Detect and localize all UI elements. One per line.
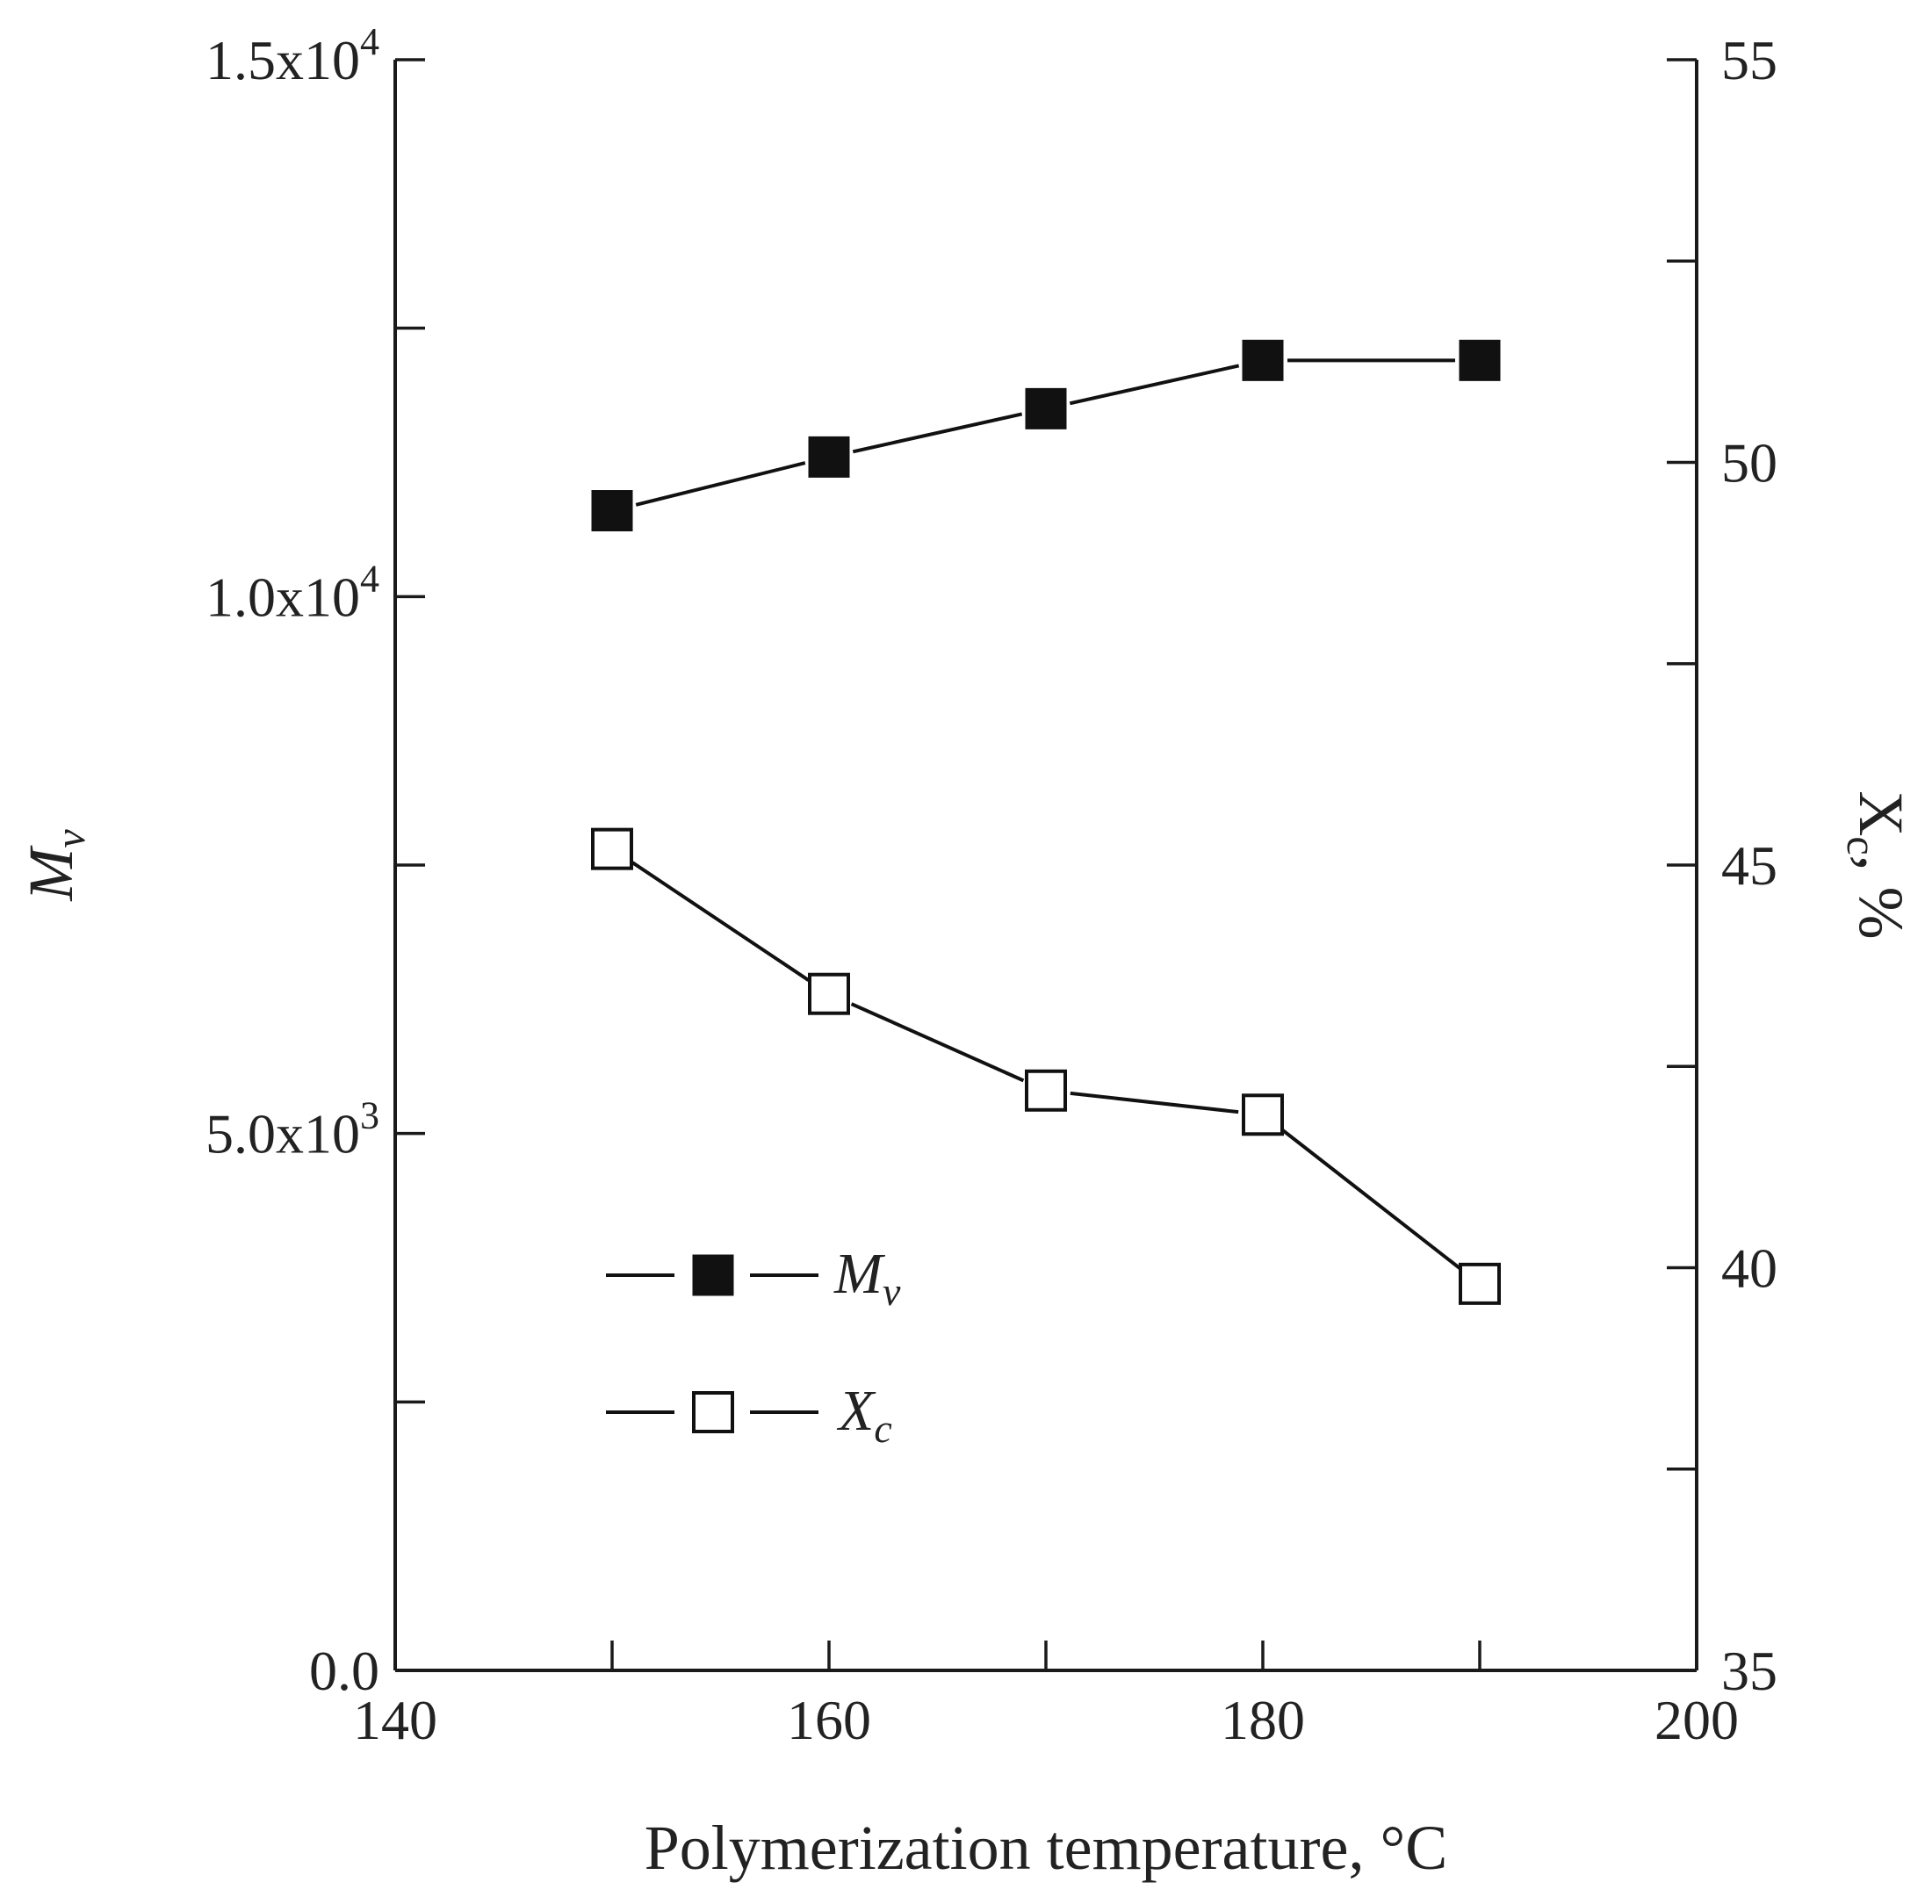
y-left-title-sub: v bbox=[47, 829, 94, 848]
X_c-segment bbox=[850, 1002, 1025, 1083]
legend-xc-base: X bbox=[836, 1379, 876, 1443]
M_v-segment bbox=[1069, 364, 1240, 406]
legend-mv-sub: v bbox=[883, 1269, 901, 1314]
y-right-tick-label: 50 bbox=[1721, 432, 1777, 494]
axes-frame bbox=[393, 60, 1698, 1672]
X_c-segment bbox=[1070, 1091, 1239, 1114]
y-left-tick-mantissa: 1.5x10 bbox=[205, 29, 360, 91]
X_c-point bbox=[1242, 1093, 1284, 1136]
y-right-tick-label: 40 bbox=[1721, 1237, 1777, 1300]
legend-mv-label: Mv bbox=[833, 1242, 901, 1314]
legend-mv-base: M bbox=[833, 1242, 886, 1306]
M_v-segment bbox=[635, 461, 806, 507]
x-tick-label: 180 bbox=[1221, 1689, 1305, 1751]
legend: Mv Xc bbox=[606, 1242, 901, 1451]
y-right-tick-label: 45 bbox=[1721, 834, 1777, 897]
x-tick-label: 200 bbox=[1654, 1689, 1739, 1751]
X_c-point bbox=[591, 827, 633, 870]
tick-labels-group: 140 160 180 2000.05.0x1031.0x1041.5x1043540… bbox=[205, 20, 1777, 1751]
y-left-tick-label: 5.0x103 bbox=[205, 1094, 379, 1165]
y-left-tick-mantissa: 0.0 bbox=[309, 1640, 379, 1702]
y-right-title-suffix: , % bbox=[1846, 855, 1916, 940]
X_c-point bbox=[1459, 1262, 1501, 1305]
y-left-tick-label: 1.5x104 bbox=[205, 20, 379, 91]
ticks-group bbox=[393, 58, 1698, 1672]
y-right-tick-label: 35 bbox=[1721, 1640, 1777, 1702]
y-left-tick-exponent: 3 bbox=[360, 1094, 379, 1137]
y-left-tick-label: 0.0 bbox=[309, 1640, 379, 1702]
x-tick-label: 140 bbox=[353, 1689, 437, 1751]
y-right-axis-title: Xc, % bbox=[1838, 790, 1916, 939]
y-right-tick-label: 55 bbox=[1721, 29, 1777, 91]
legend-xc-marker bbox=[692, 1391, 734, 1433]
X_c-point bbox=[1025, 1069, 1067, 1112]
M_v-point bbox=[591, 490, 633, 532]
y-right-title-sub: c bbox=[1838, 836, 1885, 855]
y-left-tick-mantissa: 5.0x10 bbox=[205, 1103, 360, 1165]
legend-xc-sub: c bbox=[874, 1406, 891, 1451]
y-left-tick-label: 1.0x104 bbox=[205, 557, 379, 628]
legend-xc-label: Xc bbox=[836, 1379, 892, 1451]
legend-mv-marker bbox=[692, 1254, 734, 1296]
series-group bbox=[591, 339, 1501, 1305]
X_c-segment bbox=[631, 861, 810, 982]
X_c-point bbox=[808, 972, 850, 1015]
y-left-tick-exponent: 4 bbox=[360, 557, 379, 600]
M_v-point bbox=[1025, 387, 1067, 429]
M_v-point bbox=[1459, 339, 1501, 381]
M_v-point bbox=[808, 436, 850, 478]
X_c-segment bbox=[1280, 1128, 1462, 1271]
M_v-segment bbox=[852, 412, 1023, 454]
y-left-title-base: M bbox=[16, 845, 86, 902]
y-right-title-base: X bbox=[1846, 790, 1916, 836]
y-left-tick-exponent: 4 bbox=[360, 20, 379, 63]
M_v-point bbox=[1242, 339, 1284, 381]
y-left-axis-title: Mv bbox=[16, 829, 94, 902]
x-axis-title: Polymerization temperature, °C bbox=[645, 1813, 1448, 1883]
x-tick-label: 160 bbox=[787, 1689, 871, 1751]
y-left-tick-mantissa: 1.0x10 bbox=[205, 566, 360, 628]
